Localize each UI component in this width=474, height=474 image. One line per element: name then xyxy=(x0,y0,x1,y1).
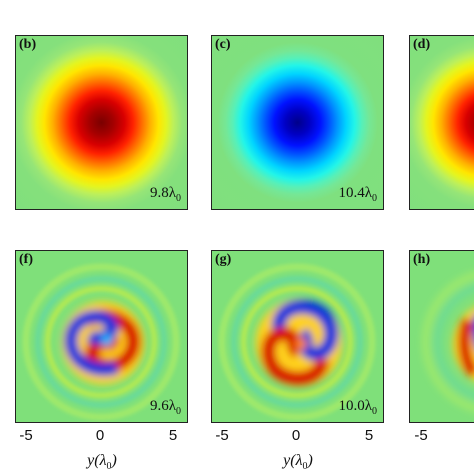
x-tick-0-f: 0 xyxy=(95,427,105,444)
x-tick-neg5-g: -5 xyxy=(215,427,229,444)
scale-label-g: 10.0λ0 xyxy=(338,398,377,417)
x-axis-label-g: y(λ0) xyxy=(283,452,313,473)
scale-label-b: 9.8λ0 xyxy=(149,185,181,204)
panel-label-g: (g) xyxy=(215,252,232,267)
x-tick-5-g: 5 xyxy=(364,427,374,444)
x-axis-label-f: y(λ0) xyxy=(87,452,117,473)
spiral-field-h xyxy=(410,251,474,422)
panel-label-f: (f) xyxy=(19,252,33,267)
panel-g: (g) 10.0λ0 xyxy=(211,250,384,423)
x-tick-neg5-f: -5 xyxy=(19,427,33,444)
panel-b: (b) 9.8λ0 xyxy=(15,35,188,210)
x-tick-neg5-h: -5 xyxy=(414,427,428,444)
panel-f: (f) 9.6λ0 xyxy=(15,250,188,423)
scale-label-c: 10.4λ0 xyxy=(338,185,377,204)
panel-d: (d) xyxy=(409,35,474,210)
spiral-field-f xyxy=(16,251,187,422)
panel-label-c: (c) xyxy=(215,37,231,52)
panel-c: (c) 10.4λ0 xyxy=(211,35,384,210)
spiral-field-g xyxy=(212,251,383,422)
x-tick-0-g: 0 xyxy=(291,427,301,444)
x-tick-5-f: 5 xyxy=(168,427,178,444)
panel-h: (h) xyxy=(409,250,474,423)
scale-label-f: 9.6λ0 xyxy=(149,398,181,417)
panel-label-d: (d) xyxy=(413,37,431,52)
panel-label-h: (h) xyxy=(413,252,431,267)
panel-label-b: (b) xyxy=(19,37,37,52)
